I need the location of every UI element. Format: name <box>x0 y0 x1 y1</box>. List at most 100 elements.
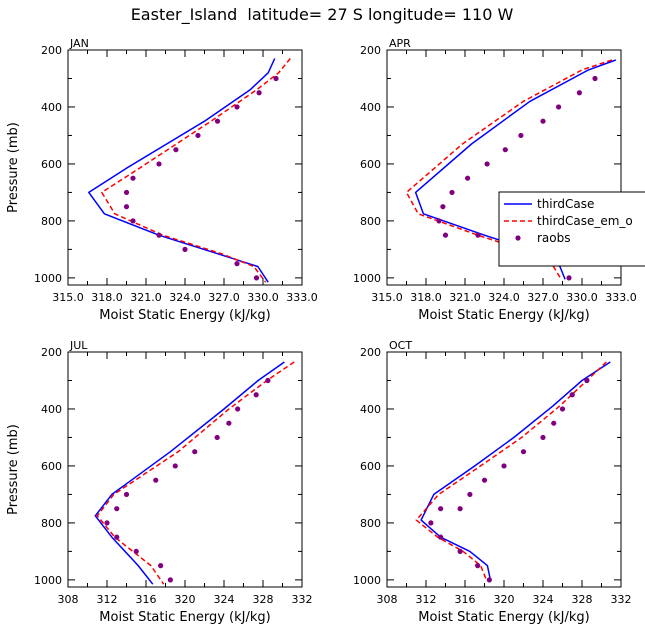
x-tick-label: 332 <box>611 593 632 606</box>
raobs-point <box>556 104 562 110</box>
raobs-point <box>235 406 241 412</box>
y-tick-label: 800 <box>41 517 62 530</box>
panel-label-apr: APR <box>389 37 411 50</box>
raobs-point <box>438 534 444 540</box>
raobs-point <box>457 506 463 512</box>
raobs-point <box>265 377 271 384</box>
raobs-point <box>502 147 508 153</box>
raobs-point <box>114 534 120 540</box>
x-tick-label: 327.0 <box>208 291 240 304</box>
y-tick-label: 400 <box>41 403 62 416</box>
y-tick-label: 600 <box>41 158 62 171</box>
panel-oct: OCT 308 312 316 320 324 328 332 200 400 600 800 1000… <box>353 339 632 625</box>
legend-swatch-raobs <box>515 235 521 241</box>
x-axis-label: Moist Static Energy (kJ/kg) <box>418 610 589 625</box>
raobs-point <box>123 204 130 210</box>
y-tick-label: 600 <box>360 158 381 171</box>
y-tick-label: 800 <box>41 215 62 228</box>
raobs-point <box>592 75 598 82</box>
raobs-point <box>584 377 590 384</box>
raobs-point <box>256 90 262 96</box>
raobs-point <box>133 548 139 554</box>
raobs-point <box>214 118 221 124</box>
raobs-point <box>273 75 279 82</box>
y-tick-label: 1000 <box>34 574 62 587</box>
raobs-point <box>123 491 130 498</box>
raobs-point <box>123 189 130 196</box>
x-tick-label: 312 <box>416 593 437 606</box>
raobs-point <box>158 563 164 569</box>
y-axis-label: Pressure (mb) <box>6 424 21 515</box>
y-tick-label: 200 <box>41 346 62 359</box>
raobs-point <box>442 232 449 238</box>
x-tick-label: 316 <box>136 593 157 606</box>
x-axis-label: Moist Static Energy (kJ/kg) <box>99 610 270 625</box>
panel-label-oct: OCT <box>389 339 412 352</box>
x-tick-label: 318.0 <box>410 291 442 304</box>
x-tick-label: 324 <box>533 593 554 606</box>
raobs-point <box>551 420 557 426</box>
panel-label-jan: JAN <box>69 37 89 50</box>
legend: thirdCase thirdCase_em_o raobs <box>498 191 645 267</box>
raobs-point <box>475 563 481 569</box>
figure-title: Easter_Island latitude= 27 S longitude= … <box>131 5 514 25</box>
x-tick-label: 328 <box>253 593 274 606</box>
raobs-point <box>559 406 566 412</box>
x-axis-label: Moist Static Energy (kJ/kg) <box>99 308 270 323</box>
y-axis-label: Pressure (mb) <box>6 122 21 213</box>
plot-frame <box>67 351 303 588</box>
x-tick-label: 308 <box>377 593 398 606</box>
x-tick-label: 333.0 <box>605 291 637 304</box>
x-axis-label: Moist Static Energy (kJ/kg) <box>418 308 589 323</box>
raobs-point <box>226 420 232 426</box>
series-line-thirdcase-em-o <box>415 361 607 581</box>
series-line-thirdcase-em-o <box>96 361 295 585</box>
raobs-point <box>114 506 120 512</box>
legend-label-thirdcase: thirdCase <box>537 197 594 211</box>
plot-frame <box>386 351 622 588</box>
raobs-point <box>130 218 136 224</box>
raobs-point <box>167 577 173 583</box>
raobs-point <box>234 261 240 267</box>
raobs-point <box>104 520 110 526</box>
raobs-point <box>156 232 162 238</box>
raobs-point <box>576 90 583 96</box>
raobs-point <box>253 275 260 281</box>
x-tick-label: 308 <box>58 593 79 606</box>
x-tick-label: 321.0 <box>130 291 162 304</box>
x-tick-label: 324.0 <box>169 291 201 304</box>
x-tick-label: 320 <box>175 593 196 606</box>
raobs-point <box>457 548 463 554</box>
raobs-point <box>569 392 575 398</box>
y-tick-label: 400 <box>360 403 381 416</box>
y-tick-label: 200 <box>360 346 381 359</box>
raobs-point <box>234 104 240 110</box>
panel-apr: APR 315.0 318.0 321.0 324.0 327.0 330.0 333.0 20… <box>353 37 637 323</box>
raobs-point <box>449 189 455 196</box>
raobs-point <box>501 463 507 469</box>
raobs-point <box>484 161 490 167</box>
series-line-thirdcase <box>420 361 611 581</box>
x-tick-label: 332 <box>292 593 313 606</box>
series-line-thirdcase <box>94 361 285 585</box>
x-tick-label: 318.0 <box>91 291 123 304</box>
raobs-point <box>475 232 481 238</box>
x-tick-label: 316 <box>455 593 476 606</box>
y-tick-label: 800 <box>360 517 381 530</box>
raobs-point <box>481 477 488 483</box>
y-tick-label: 1000 <box>34 272 62 285</box>
panel-jul: JUL 308 312 316 320 324 328 332 200 400 600 800 1000… <box>6 339 313 625</box>
raobs-point <box>253 392 259 398</box>
raobs-point <box>440 204 446 210</box>
panel-label-jul: JUL <box>69 339 88 352</box>
raobs-point <box>130 175 136 181</box>
x-tick-label: 321.0 <box>449 291 481 304</box>
y-tick-label: 200 <box>360 44 381 57</box>
raobs-point <box>465 175 471 181</box>
raobs-point <box>428 520 434 526</box>
x-tick-label: 320 <box>494 593 515 606</box>
y-tick-label: 400 <box>360 101 381 114</box>
raobs-point <box>540 434 546 441</box>
x-tick-label: 327.0 <box>527 291 559 304</box>
